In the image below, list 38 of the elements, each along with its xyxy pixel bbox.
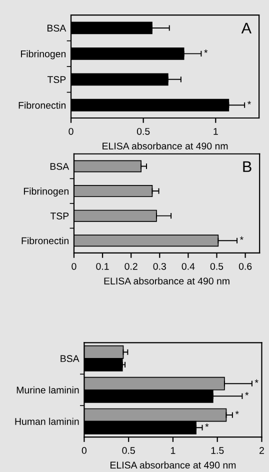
x-tick-label: 1 bbox=[171, 447, 176, 454]
x-tick-label: 0 bbox=[82, 447, 87, 454]
x-axis-title: ELISA absorbance at 490 nm bbox=[110, 461, 236, 469]
annotation: B bbox=[243, 161, 252, 172]
x-tick-label: 0.4 bbox=[182, 262, 195, 270]
annotation: A bbox=[241, 22, 252, 34]
x-tick-label: 1.5 bbox=[211, 447, 224, 454]
x-tick-label: 0 bbox=[72, 262, 76, 270]
annotation: * bbox=[205, 423, 209, 427]
x-tick-label: 0.6 bbox=[238, 262, 252, 270]
x-tick-label: 0.3 bbox=[153, 262, 166, 270]
y-tick-label: Fibrinogen bbox=[21, 50, 66, 60]
x-tick-label: 2 bbox=[260, 447, 264, 454]
y-tick-label: BSA bbox=[47, 24, 66, 32]
x-axis-title: ELISA absorbance at 490 nm bbox=[104, 277, 230, 284]
y-tick-label: Murine laminin bbox=[16, 386, 79, 394]
x-tick-label: 0.5 bbox=[136, 128, 150, 135]
annotation: * bbox=[254, 379, 258, 383]
y-tick-label: TSP bbox=[47, 76, 66, 84]
annotation: * bbox=[248, 100, 251, 104]
y-tick-label: BSA bbox=[50, 162, 70, 170]
x-tick-label: 0.5 bbox=[122, 447, 135, 454]
y-tick-label: Fibronectin bbox=[18, 102, 66, 109]
annotation: * bbox=[235, 410, 239, 414]
y-tick-label: Fibrinogen bbox=[24, 188, 68, 197]
y-tick-label: Fibronectin bbox=[22, 237, 68, 244]
x-tick-label: 1 bbox=[214, 128, 218, 135]
x-tick-label: 0.2 bbox=[124, 262, 138, 270]
annotation: * bbox=[204, 50, 208, 53]
x-tick-label: 0.5 bbox=[210, 262, 224, 270]
annotation: * bbox=[240, 236, 244, 240]
x-axis-title: ELISA absorbance at 490 nm bbox=[102, 142, 228, 150]
y-tick-label: BSA bbox=[60, 355, 80, 362]
y-tick-label: TSP bbox=[50, 212, 69, 220]
x-tick-label: 0.1 bbox=[96, 262, 109, 270]
x-tick-label: 0 bbox=[68, 128, 74, 135]
y-tick-label: Human laminin bbox=[15, 418, 79, 425]
annotation: * bbox=[245, 392, 249, 396]
